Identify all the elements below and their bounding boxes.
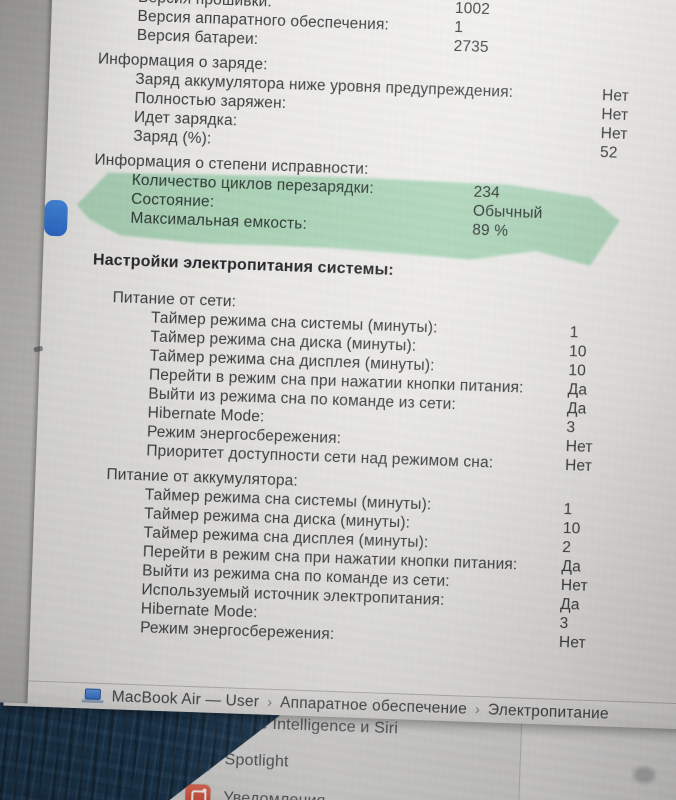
- info-value: Нет: [600, 125, 628, 143]
- info-value: Нет: [565, 438, 593, 456]
- info-value: Нет: [558, 633, 587, 652]
- info-value: Обычный: [472, 202, 543, 223]
- macbook-icon-base: [81, 699, 104, 704]
- sidebar-item-label: Уведомления: [223, 788, 326, 800]
- info-value: Нет: [601, 87, 630, 106]
- info-value: 89 %: [471, 221, 509, 240]
- sidebar-item-уведомления[interactable]: Уведомления: [185, 784, 326, 800]
- info-label: Hibernate Mode:: [140, 600, 258, 622]
- info-label: Идет зарядка:: [133, 108, 238, 130]
- section-header-label: Питание от сети:: [112, 289, 237, 311]
- info-value: 234: [473, 183, 501, 202]
- breadcrumb-separator: ›: [266, 693, 273, 711]
- info-value: 10: [568, 362, 587, 380]
- info-value: Да: [561, 557, 582, 576]
- info-value: Да: [567, 381, 588, 399]
- info-value: Нет: [601, 106, 629, 124]
- info-value: Да: [559, 595, 580, 614]
- info-value: 1: [454, 18, 464, 37]
- info-value: Да: [566, 400, 587, 418]
- system-information-window: Pack Lot Code:0PCB Lot Code:0Версия прош…: [3, 0, 676, 743]
- macbook-icon: [81, 688, 105, 704]
- breadcrumb-separator: ›: [474, 701, 481, 719]
- info-value: Нет: [560, 576, 589, 595]
- breadcrumb-device[interactable]: MacBook Air — User: [111, 687, 260, 710]
- info-value: Нет: [564, 457, 593, 475]
- info-value: 1002: [454, 0, 491, 19]
- info-value: 2735: [453, 37, 490, 57]
- info-label: Hibernate Mode:: [147, 404, 265, 426]
- macbook-icon-screen: [84, 688, 102, 700]
- sidebar-item-label: Spotlight: [224, 750, 289, 771]
- settings-heading-label: Настройки электропитания системы:: [92, 251, 395, 279]
- info-value: 3: [559, 614, 569, 633]
- info-value: 10: [568, 343, 587, 361]
- info-value: 1: [563, 500, 573, 519]
- info-label: Состояние:: [130, 190, 215, 211]
- info-label: Версия батареи:: [136, 26, 259, 49]
- info-value: 10: [562, 519, 581, 538]
- breadcrumb-hardware[interactable]: Аппаратное обеспечение: [279, 693, 468, 718]
- info-value: 2: [561, 538, 572, 557]
- info-value: 1: [569, 324, 579, 342]
- notifications-icon: [185, 784, 211, 800]
- breadcrumb-power[interactable]: Электропитание: [487, 700, 610, 723]
- info-value: 3: [566, 419, 576, 437]
- info-value: 52: [599, 144, 618, 162]
- info-label: Заряд (%):: [133, 127, 212, 148]
- blue-scroll-indicator[interactable]: [43, 199, 69, 237]
